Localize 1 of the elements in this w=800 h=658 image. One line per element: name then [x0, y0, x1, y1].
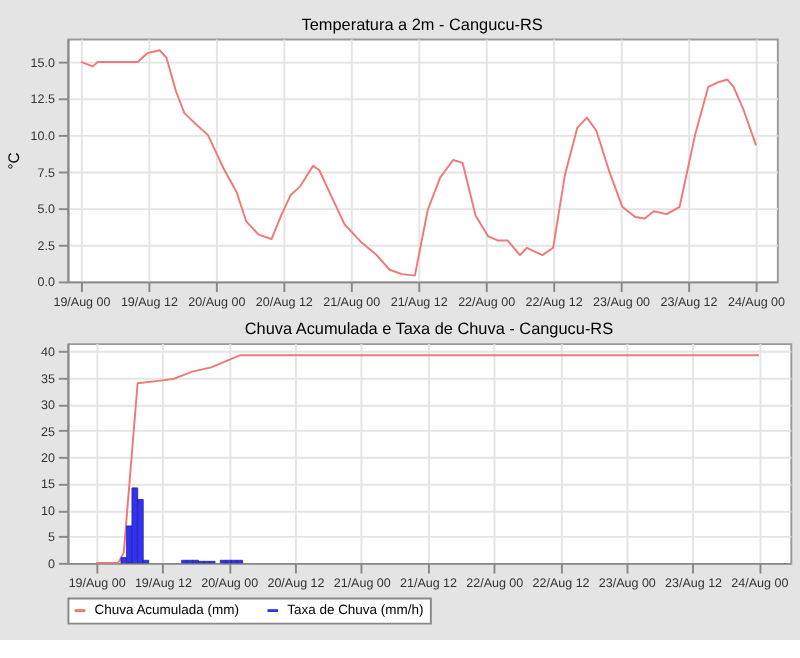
- y-axis-title: °C: [4, 151, 23, 170]
